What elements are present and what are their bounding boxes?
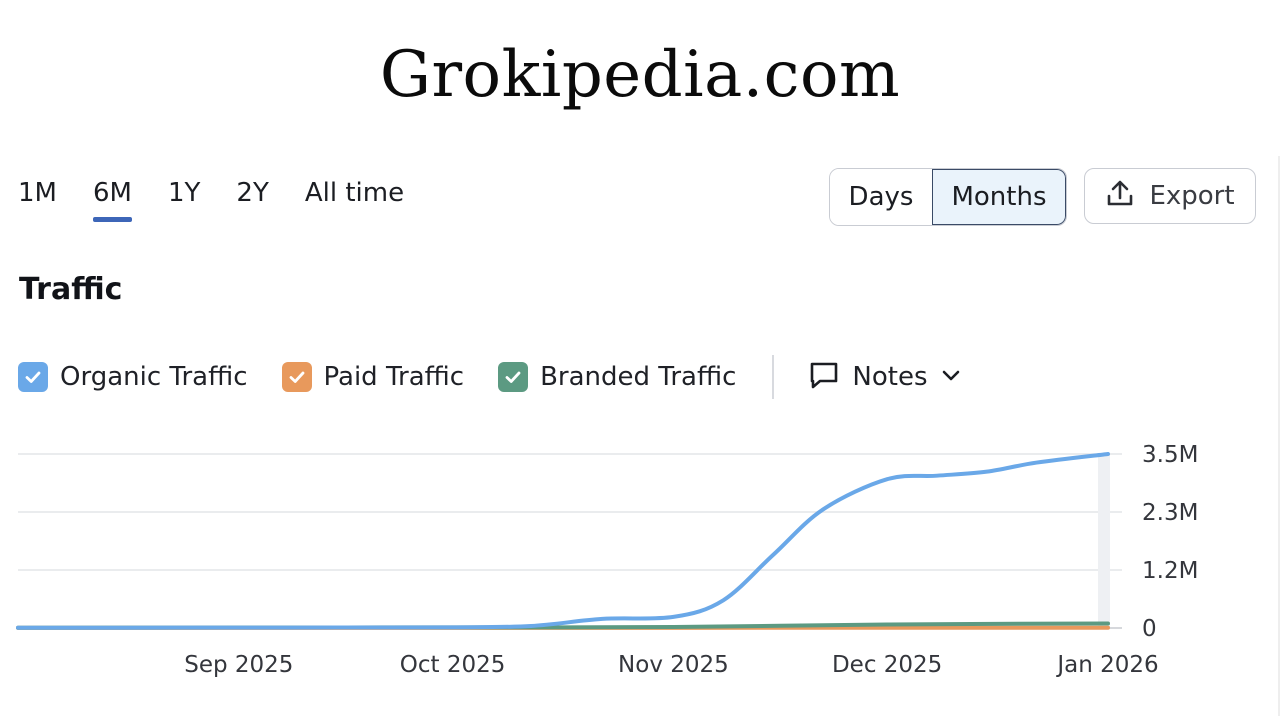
legend-branded-traffic[interactable]: Branded Traffic bbox=[498, 362, 736, 392]
chevron-down-icon bbox=[940, 364, 962, 390]
legend-label: Paid Traffic bbox=[323, 362, 465, 392]
export-label: Export bbox=[1149, 181, 1235, 211]
tab-1m[interactable]: 1M bbox=[18, 178, 57, 208]
y-tick-label: 2.3M bbox=[1142, 500, 1198, 526]
notes-label: Notes bbox=[852, 362, 928, 392]
y-tick-label: 3.5M bbox=[1142, 442, 1198, 468]
checkbox-organic[interactable] bbox=[18, 362, 48, 392]
range-tabs: 1M 6M 1Y 2Y All time bbox=[18, 178, 440, 222]
checkbox-paid[interactable] bbox=[281, 362, 312, 392]
tab-all-time[interactable]: All time bbox=[304, 178, 405, 208]
tab-6m[interactable]: 6M bbox=[92, 178, 132, 222]
panel-edge bbox=[0, 156, 1280, 716]
x-tick-label: Sep 2025 bbox=[184, 652, 293, 678]
legend: Organic Traffic Paid Traffic Branded Tra… bbox=[18, 355, 962, 399]
tab-1y[interactable]: 1Y bbox=[167, 178, 201, 208]
x-tick-label: Nov 2025 bbox=[618, 652, 729, 678]
check-icon bbox=[25, 371, 41, 383]
export-button[interactable]: Export bbox=[1084, 168, 1256, 224]
days-button[interactable]: Days bbox=[830, 169, 932, 225]
legend-organic-traffic[interactable]: Organic Traffic bbox=[18, 362, 248, 392]
check-icon bbox=[505, 371, 521, 383]
hover-cursor bbox=[1098, 454, 1110, 628]
x-tick-label: Dec 2025 bbox=[832, 652, 942, 678]
section-title: Traffic bbox=[19, 272, 123, 307]
granularity-toggle: Days Months bbox=[829, 168, 1067, 226]
traffic-chart[interactable]: 0 1.2M 2.3M 3.5M Sep 2025 Oct 2025 Nov 2025 Dec… bbox=[0, 430, 1280, 710]
tab-2y[interactable]: 2Y bbox=[236, 178, 269, 208]
check-icon bbox=[289, 371, 304, 383]
comment-icon bbox=[808, 359, 840, 395]
site-title: Grokipedia.com bbox=[379, 38, 901, 112]
legend-label: Branded Traffic bbox=[540, 362, 737, 392]
y-tick-label: 1.2M bbox=[1142, 558, 1198, 584]
legend-divider bbox=[772, 355, 775, 399]
y-tick-label: 0 bbox=[1142, 616, 1157, 642]
upload-icon bbox=[1105, 178, 1135, 215]
x-tick-label: Jan 2026 bbox=[1055, 652, 1158, 678]
legend-label: Organic Traffic bbox=[60, 362, 248, 392]
checkbox-branded[interactable] bbox=[498, 362, 529, 392]
months-button[interactable]: Months bbox=[932, 169, 1066, 225]
x-tick-label: Oct 2025 bbox=[400, 652, 506, 678]
organic-traffic-line bbox=[16, 452, 1110, 630]
legend-paid-traffic[interactable]: Paid Traffic bbox=[281, 362, 465, 392]
notes-dropdown[interactable]: Notes bbox=[808, 359, 961, 395]
